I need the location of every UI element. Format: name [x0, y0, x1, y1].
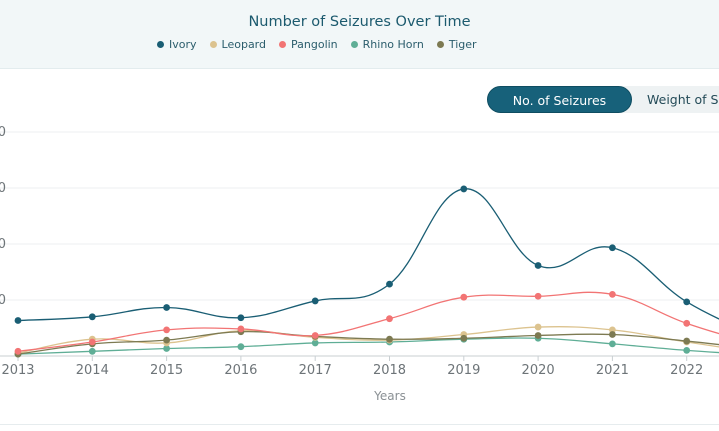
data-point-pangolin: [683, 319, 691, 327]
data-point-ivory: [311, 297, 319, 305]
footer-divider: [0, 424, 719, 425]
data-point-rhino-horn: [683, 347, 691, 354]
legend-dot-leopard: [209, 41, 217, 48]
legend-item-leopard[interactable]: Leopard: [209, 38, 266, 51]
legend-item-rhino-horn[interactable]: Rhino Horn: [350, 38, 424, 51]
data-point-ivory: [88, 313, 96, 321]
x-tick-label: 2018: [373, 363, 406, 378]
data-point-ivory: [460, 185, 468, 193]
data-point-pangolin: [460, 293, 468, 301]
data-point-ivory: [534, 262, 542, 269]
x-tick-label: 2019: [447, 363, 480, 378]
data-point-ivory: [386, 280, 393, 288]
data-point-tiger: [683, 337, 691, 345]
x-tick-label: 2016: [224, 363, 257, 378]
data-point-ivory: [163, 304, 171, 311]
data-point-ivory: [609, 244, 616, 252]
data-point-rhino-horn: [88, 347, 96, 355]
y-tick-label: 0: [0, 181, 6, 196]
series-line-ivory: [17, 188, 719, 322]
x-tick-label: 2020: [522, 363, 555, 378]
data-point-leopard: [534, 323, 542, 331]
data-point-tiger: [534, 332, 542, 339]
data-point-pangolin: [237, 325, 245, 333]
data-point-pangolin: [311, 332, 319, 339]
data-point-rhino-horn: [609, 340, 616, 348]
seizures-count-button[interactable]: No. of Seizures: [487, 86, 632, 113]
data-point-ivory: [683, 298, 691, 306]
y-tick-label: 0: [0, 293, 6, 308]
data-point-pangolin: [88, 338, 96, 346]
legend-label-tiger: Tiger: [448, 38, 477, 51]
legend-label-pangolin: Pangolin: [291, 38, 338, 51]
data-point-ivory: [14, 317, 22, 324]
legend-item-ivory[interactable]: Ivory: [157, 38, 197, 51]
legend-item-pangolin[interactable]: Pangolin: [279, 38, 338, 51]
data-point-tiger: [460, 334, 468, 342]
data-point-rhino-horn: [311, 339, 319, 347]
legend: Ivory Leopard Pangolin Rhino Horn Tiger: [157, 38, 490, 51]
x-tick-label: 2014: [76, 363, 109, 378]
legend-label-leopard: Leopard: [221, 38, 266, 51]
data-point-rhino-horn: [163, 345, 171, 352]
y-tick-label: 0: [0, 237, 6, 252]
x-tick-label: 2013: [1, 363, 34, 378]
data-point-leopard: [609, 326, 616, 334]
legend-dot-rhino-horn: [350, 41, 358, 48]
data-point-tiger: [386, 335, 393, 343]
data-point-rhino-horn: [237, 343, 245, 351]
metric-toggle: No. of Seizures Weight of S: [487, 86, 719, 113]
data-point-pangolin: [163, 326, 171, 334]
y-tick-label: 0: [0, 125, 6, 140]
legend-label-ivory: Ivory: [169, 38, 197, 51]
x-tick-label: 2017: [299, 363, 332, 378]
data-point-pangolin: [386, 315, 393, 323]
legend-label-rhino-horn: Rhino Horn: [362, 38, 424, 51]
x-tick-label: 2022: [670, 363, 703, 378]
data-point-ivory: [237, 314, 245, 322]
data-point-tiger: [163, 336, 171, 344]
data-point-pangolin: [14, 347, 22, 355]
x-tick-label: 2021: [596, 363, 629, 378]
data-point-pangolin: [609, 291, 616, 298]
legend-dot-ivory: [157, 41, 164, 48]
legend-dot-tiger: [436, 41, 444, 48]
data-point-tiger: [609, 331, 616, 338]
weight-button[interactable]: Weight of S: [647, 92, 719, 107]
chart-header: Number of Seizures Over Time Ivory Leopa…: [0, 0, 719, 69]
data-point-pangolin: [534, 292, 542, 300]
x-axis-title: Years: [373, 389, 406, 403]
legend-item-tiger[interactable]: Tiger: [436, 38, 477, 51]
chart-title: Number of Seizures Over Time: [248, 14, 471, 30]
legend-dot-pangolin: [279, 41, 286, 48]
x-tick-label: 2015: [150, 363, 183, 378]
